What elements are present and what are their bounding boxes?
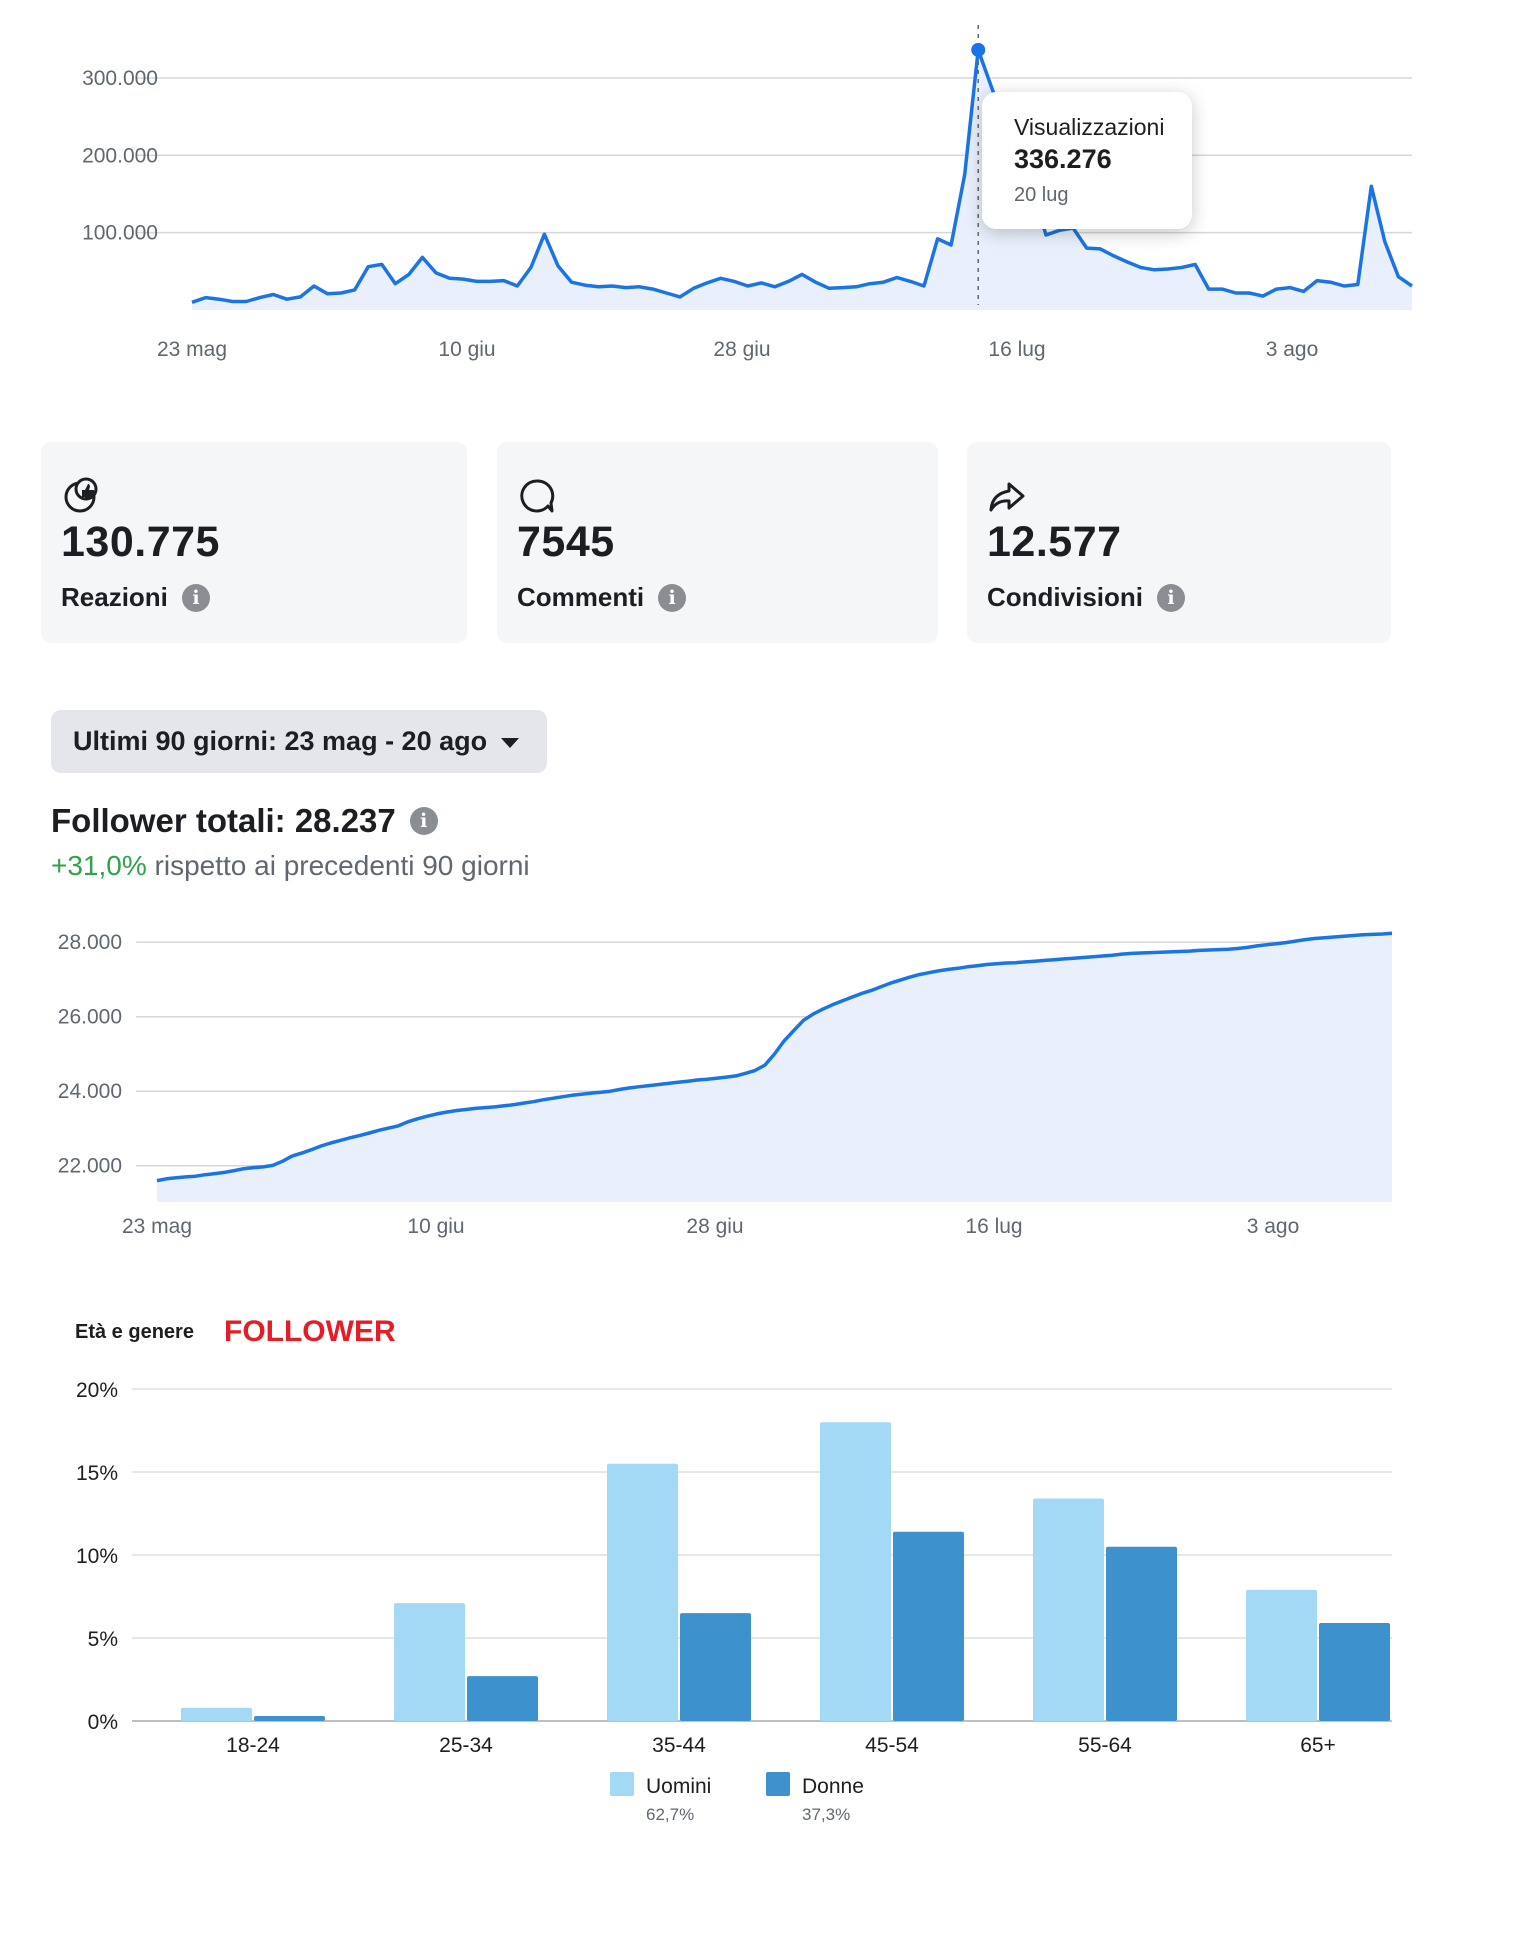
followers-chart[interactable]: 28.000 26.000 24.000 22.000 23 mag 10 giu 28 g… (0, 900, 1532, 1240)
reactions-value: 130.775 (61, 518, 220, 566)
series-area (157, 933, 1392, 1202)
tooltip-title: Visualizzazioni (1014, 114, 1165, 140)
shares-value: 12.577 (987, 518, 1122, 566)
x-tick-label: 28 giu (686, 1215, 743, 1238)
x-tick-label: 16 lug (965, 1215, 1022, 1238)
series-line (191, 48, 1413, 304)
hover-point (971, 42, 986, 57)
legend-donne-share: 37,3% (802, 1805, 850, 1824)
bar-uomini-25-34 (394, 1603, 465, 1721)
legend-uomini-share: 62,7% (646, 1805, 694, 1824)
y-tick-label: 200.000 (82, 144, 158, 167)
legend-uomini-swatch (610, 1772, 634, 1796)
info-icon[interactable]: i (409, 807, 438, 835)
comments-card[interactable]: 7545 Commenti i (497, 442, 938, 643)
reactions-card[interactable]: 130.775 Reazioni i (41, 442, 467, 643)
caret-down-icon (501, 737, 520, 748)
bar-donne-35-44 (680, 1613, 751, 1721)
x-tick-label: 25-34 (439, 1734, 493, 1757)
y-tick-label: 15% (76, 1462, 118, 1485)
bar-donne-45-54 (893, 1531, 964, 1721)
y-tick-label: 22.000 (58, 1155, 122, 1178)
demographics-title: Età e genere (75, 1321, 194, 1343)
reactions-label: Reazioni (61, 582, 168, 612)
series-area (192, 49, 1412, 311)
reactions-icon (64, 477, 98, 513)
x-tick-label: 23 mag (157, 338, 227, 361)
x-tick-label: 28 giu (713, 338, 770, 361)
comments-label: Commenti (517, 582, 645, 612)
x-tick-label: 18-24 (226, 1734, 280, 1757)
bar-donne-55-64 (1106, 1546, 1177, 1721)
views-chart[interactable]: 300.000 200.000 100.000 23 mag 10 giu 28 giu 1… (0, 0, 1532, 380)
y-tick-label: 26.000 (58, 1006, 122, 1029)
y-tick-label: 20% (76, 1379, 118, 1402)
date-range-dropdown[interactable]: Ultimi 90 giorni: 23 mag - 20 ago (51, 710, 547, 773)
bar-donne-18-24 (254, 1716, 325, 1721)
comments-label-row: Commenti i (517, 582, 687, 613)
x-tick-label: 10 giu (407, 1215, 464, 1238)
bar-uomini-45-54 (820, 1422, 891, 1721)
legend-uomini-label: Uomini (646, 1775, 711, 1798)
x-tick-label: 45-54 (865, 1734, 919, 1757)
bar-uomini-55-64 (1033, 1498, 1104, 1721)
y-tick-label: 28.000 (58, 931, 122, 954)
shares-label-row: Condivisioni i (987, 582, 1185, 613)
info-icon[interactable]: i (1157, 583, 1185, 612)
info-icon[interactable]: i (658, 583, 687, 612)
comments-value: 7545 (517, 518, 615, 566)
shares-label: Condivisioni (987, 582, 1143, 612)
x-tick-label: 16 lug (988, 338, 1045, 361)
bar-donne-65+ (1319, 1623, 1390, 1721)
bar-uomini-65+ (1246, 1589, 1317, 1721)
legend-donne-swatch (766, 1772, 790, 1796)
x-tick-label: 23 mag (122, 1215, 192, 1238)
age-gender-chart[interactable]: 20% 15% 10% 5% 0% 18-24 25-34 35-44 45-54 55-64 65… (0, 1360, 1532, 1840)
followers-change-row: +31,0% rispetto ai precedenti 90 giorni (51, 850, 530, 882)
followers-title-row: Follower totali: 28.237 i (51, 802, 438, 840)
y-tick-label: 100.000 (82, 222, 158, 245)
info-icon[interactable]: i (181, 583, 210, 612)
views-tooltip: Visualizzazioni 336.276 20 lug (982, 92, 1192, 229)
followers-title: Follower totali: 28.237 (51, 802, 396, 839)
x-tick-label: 55-64 (1078, 1734, 1132, 1757)
x-tick-label: 65+ (1300, 1734, 1336, 1757)
bar-donne-25-34 (467, 1676, 538, 1721)
followers-change-suffix: rispetto ai precedenti 90 giorni (146, 850, 530, 881)
legend-donne-label: Donne (802, 1775, 864, 1798)
x-tick-label: 35-44 (652, 1734, 706, 1757)
y-tick-label: 0% (88, 1711, 118, 1734)
bar-uomini-35-44 (607, 1463, 678, 1721)
x-tick-label: 3 ago (1266, 338, 1319, 361)
comment-icon (520, 479, 555, 513)
tooltip-value: 336.276 (1014, 144, 1112, 174)
tooltip-date: 20 lug (1014, 184, 1069, 206)
followers-change: +31,0% (51, 850, 147, 881)
y-tick-label: 10% (76, 1545, 118, 1568)
shares-card[interactable]: 12.577 Condivisioni i (967, 442, 1391, 643)
y-tick-label: 24.000 (58, 1080, 122, 1103)
follower-highlight: FOLLOWER (224, 1315, 396, 1348)
series-line (156, 931, 1393, 1183)
share-icon (989, 482, 1025, 512)
x-tick-label: 3 ago (1247, 1215, 1300, 1238)
date-range-label: Ultimi 90 giorni: 23 mag - 20 ago (73, 726, 488, 756)
reactions-label-row: Reazioni i (61, 582, 210, 613)
bar-uomini-18-24 (181, 1707, 252, 1721)
y-tick-label: 300.000 (82, 67, 158, 90)
x-tick-label: 10 giu (438, 338, 495, 361)
y-tick-label: 5% (88, 1628, 118, 1651)
